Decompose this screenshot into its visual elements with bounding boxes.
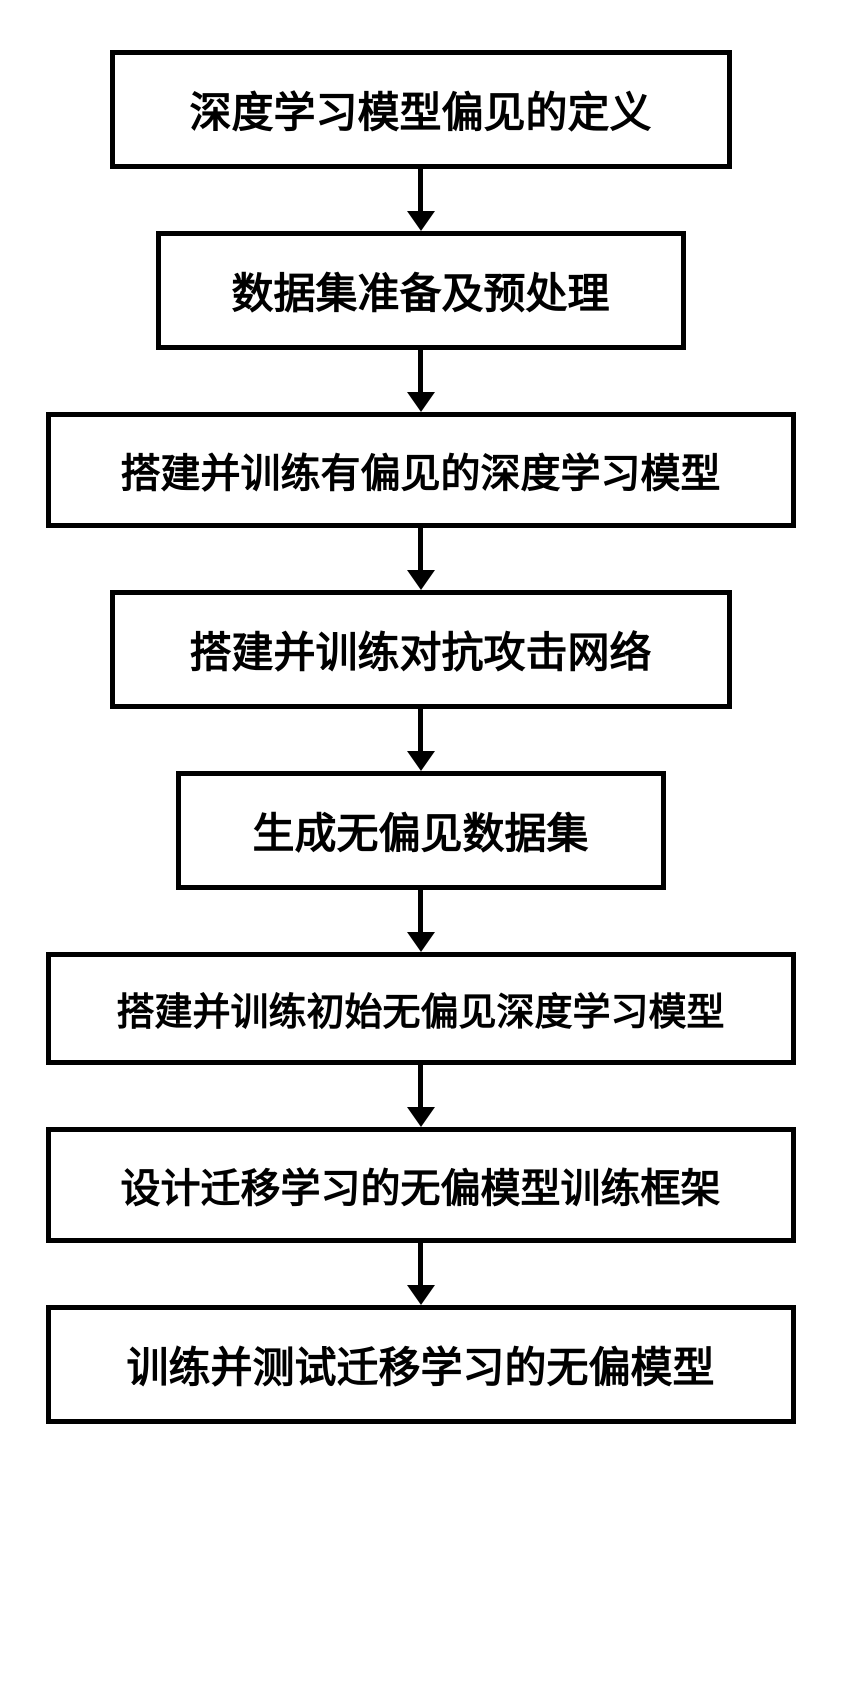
arrow-head-icon: [407, 1107, 435, 1127]
flow-node-2-label: 数据集准备及预处理: [231, 260, 609, 321]
flow-node-8: 训练并测试迁移学习的无偏模型: [46, 1305, 796, 1424]
arrow-head-icon: [407, 751, 435, 771]
arrow-6: [407, 1065, 435, 1127]
arrow-line-icon: [418, 709, 423, 751]
flow-node-6: 搭建并训练初始无偏见深度学习模型: [46, 952, 796, 1065]
flow-node-5-label: 生成无偏见数据集: [252, 800, 588, 861]
flowchart-container: 深度学习模型偏见的定义 数据集准备及预处理 搭建并训练有偏见的深度学习模型 搭建…: [46, 50, 796, 1424]
arrow-3: [407, 528, 435, 590]
flow-node-1-label: 深度学习模型偏见的定义: [189, 79, 651, 140]
flow-node-8-label: 训练并测试迁移学习的无偏模型: [126, 1334, 714, 1395]
arrow-4: [407, 709, 435, 771]
flow-node-4: 搭建并训练对抗攻击网络: [110, 590, 732, 709]
arrow-head-icon: [407, 570, 435, 590]
flow-node-1: 深度学习模型偏见的定义: [110, 50, 732, 169]
arrow-line-icon: [418, 1065, 423, 1107]
arrow-line-icon: [418, 890, 423, 932]
flow-node-2: 数据集准备及预处理: [156, 231, 686, 350]
flow-node-6-label: 搭建并训练初始无偏见深度学习模型: [116, 981, 724, 1036]
arrow-head-icon: [407, 932, 435, 952]
arrow-line-icon: [418, 528, 423, 570]
arrow-1: [407, 169, 435, 231]
flow-node-3-label: 搭建并训练有偏见的深度学习模型: [121, 441, 721, 499]
flow-node-4-label: 搭建并训练对抗攻击网络: [189, 619, 651, 680]
arrow-head-icon: [407, 392, 435, 412]
flow-node-3: 搭建并训练有偏见的深度学习模型: [46, 412, 796, 528]
flow-node-5: 生成无偏见数据集: [176, 771, 666, 890]
flow-node-7: 设计迁移学习的无偏模型训练框架: [46, 1127, 796, 1243]
arrow-line-icon: [418, 350, 423, 392]
arrow-head-icon: [407, 1285, 435, 1305]
arrow-line-icon: [418, 1243, 423, 1285]
arrow-5: [407, 890, 435, 952]
arrow-line-icon: [418, 169, 423, 211]
arrow-head-icon: [407, 211, 435, 231]
arrow-7: [407, 1243, 435, 1305]
flow-node-7-label: 设计迁移学习的无偏模型训练框架: [121, 1156, 721, 1214]
arrow-2: [407, 350, 435, 412]
